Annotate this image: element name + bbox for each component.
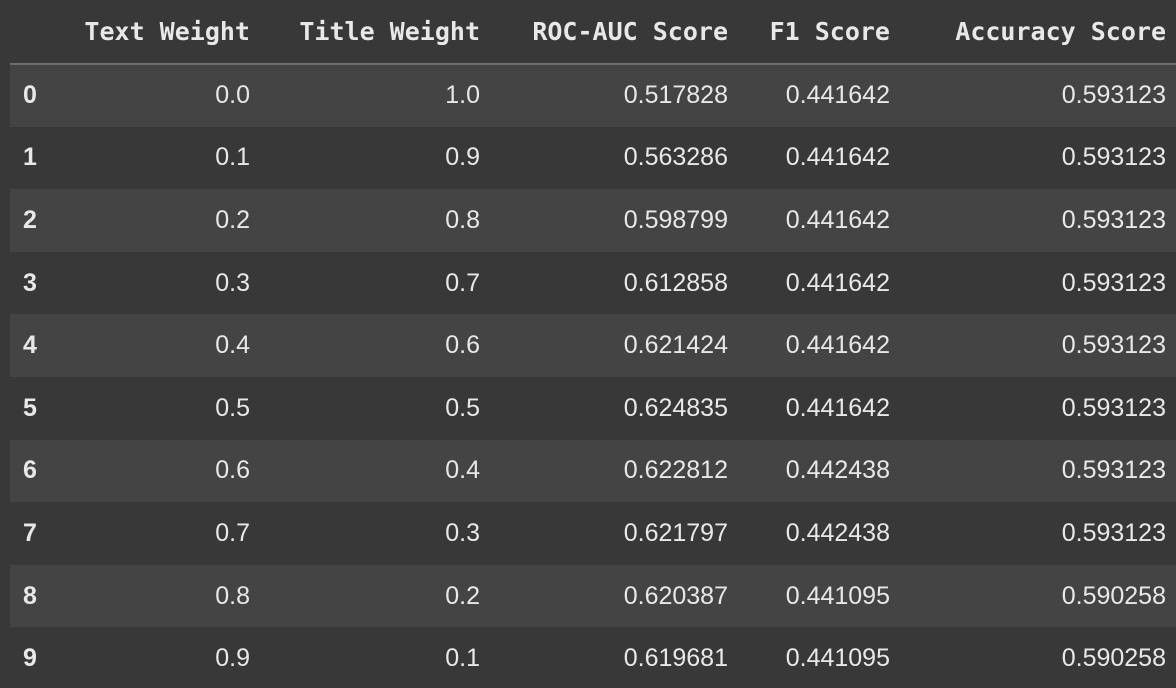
table-row: 1 0.1 0.9 0.563286 0.441642 0.593123 (10, 126, 1176, 190)
accuracy-score-cell: 0.593123 (1061, 393, 1166, 422)
row-index: 8 (23, 581, 37, 610)
column-header-roc-auc-score: ROC-AUC Score (490, 0, 738, 65)
accuracy-score-cell: 0.593123 (1061, 456, 1166, 485)
f1-score-cell: 0.441642 (785, 268, 890, 297)
row-index: 4 (23, 331, 37, 360)
accuracy-score-cell: 0.590258 (1061, 644, 1166, 673)
roc-auc-score-cell: 0.517828 (623, 81, 728, 110)
title-weight-cell: 0.3 (445, 518, 480, 547)
f1-score-cell: 0.441642 (785, 81, 890, 110)
title-weight-cell: 0.7 (445, 268, 480, 297)
accuracy-score-cell: 0.593123 (1061, 81, 1166, 110)
title-weight-cell: 1.0 (445, 81, 480, 110)
roc-auc-score-cell: 0.612858 (623, 268, 728, 297)
accuracy-score-cell: 0.593123 (1061, 331, 1166, 360)
index-header (10, 0, 54, 65)
f1-score-cell: 0.441642 (785, 331, 890, 360)
f1-score-cell: 0.442438 (785, 518, 890, 547)
row-index: 2 (23, 205, 37, 234)
table-row: 6 0.6 0.4 0.622812 0.442438 0.593123 (10, 439, 1176, 503)
f1-score-cell: 0.441095 (785, 581, 890, 610)
accuracy-score-cell: 0.593123 (1061, 143, 1166, 172)
title-weight-cell: 0.6 (445, 331, 480, 360)
row-index: 0 (23, 81, 37, 110)
row-index: 5 (23, 393, 37, 422)
table-row: 2 0.2 0.8 0.598799 0.441642 0.593123 (10, 189, 1176, 252)
roc-auc-score-cell: 0.622812 (623, 456, 728, 485)
row-index: 3 (23, 268, 37, 297)
text-weight-cell: 0.9 (215, 644, 250, 673)
f1-score-cell: 0.441642 (785, 143, 890, 172)
title-weight-cell: 0.5 (445, 393, 480, 422)
title-weight-cell: 0.8 (445, 205, 480, 234)
roc-auc-score-cell: 0.598799 (623, 205, 728, 234)
table-header: Text Weight Title Weight ROC-AUC Score F… (10, 0, 1176, 65)
row-index: 9 (23, 644, 37, 673)
column-header-title-weight: Title Weight (260, 0, 490, 65)
title-weight-cell: 0.2 (445, 581, 480, 610)
accuracy-score-cell: 0.593123 (1061, 268, 1166, 297)
text-weight-cell: 0.1 (215, 143, 250, 172)
accuracy-score-cell: 0.590258 (1061, 581, 1166, 610)
table-row: 4 0.4 0.6 0.621424 0.441642 0.593123 (10, 314, 1176, 377)
column-header-f1-score: F1 Score (738, 0, 900, 65)
table-row: 0 0.0 1.0 0.517828 0.441642 0.593123 (10, 64, 1176, 127)
table-row: 7 0.7 0.3 0.621797 0.442438 0.593123 (10, 502, 1176, 565)
text-weight-cell: 0.5 (215, 393, 250, 422)
text-weight-cell: 0.4 (215, 331, 250, 360)
roc-auc-score-cell: 0.563286 (623, 143, 728, 172)
text-weight-cell: 0.3 (215, 268, 250, 297)
row-index: 1 (23, 143, 37, 172)
row-index: 7 (23, 518, 37, 547)
table-row: 9 0.9 0.1 0.619681 0.441095 0.590258 (10, 627, 1176, 688)
roc-auc-score-cell: 0.619681 (623, 644, 728, 673)
table-row: 8 0.8 0.2 0.620387 0.441095 0.590258 (10, 564, 1176, 628)
roc-auc-score-cell: 0.620387 (623, 581, 728, 610)
roc-auc-score-cell: 0.621797 (623, 518, 728, 547)
text-weight-cell: 0.0 (215, 81, 250, 110)
title-weight-cell: 0.9 (445, 143, 480, 172)
f1-score-cell: 0.441642 (785, 393, 890, 422)
text-weight-cell: 0.7 (215, 518, 250, 547)
accuracy-score-cell: 0.593123 (1061, 518, 1166, 547)
header-row: Text Weight Title Weight ROC-AUC Score F… (10, 0, 1176, 65)
roc-auc-score-cell: 0.624835 (623, 393, 728, 422)
table-row: 5 0.5 0.5 0.624835 0.441642 0.593123 (10, 376, 1176, 440)
f1-score-cell: 0.441095 (785, 644, 890, 673)
text-weight-cell: 0.8 (215, 581, 250, 610)
accuracy-score-cell: 0.593123 (1061, 205, 1166, 234)
f1-score-cell: 0.442438 (785, 456, 890, 485)
f1-score-cell: 0.441642 (785, 205, 890, 234)
roc-auc-score-cell: 0.621424 (623, 331, 728, 360)
table-row: 3 0.3 0.7 0.612858 0.441642 0.593123 (10, 251, 1176, 315)
row-index: 6 (23, 456, 37, 485)
column-header-accuracy-score: Accuracy Score (900, 0, 1176, 65)
column-header-text-weight: Text Weight (54, 0, 260, 65)
title-weight-cell: 0.4 (445, 456, 480, 485)
results-table: Text Weight Title Weight ROC-AUC Score F… (10, 0, 1176, 688)
table-body: 0 0.0 1.0 0.517828 0.441642 0.593123 1 0.1 0.9 0.… (10, 64, 1176, 688)
title-weight-cell: 0.1 (445, 644, 480, 673)
text-weight-cell: 0.2 (215, 205, 250, 234)
text-weight-cell: 0.6 (215, 456, 250, 485)
